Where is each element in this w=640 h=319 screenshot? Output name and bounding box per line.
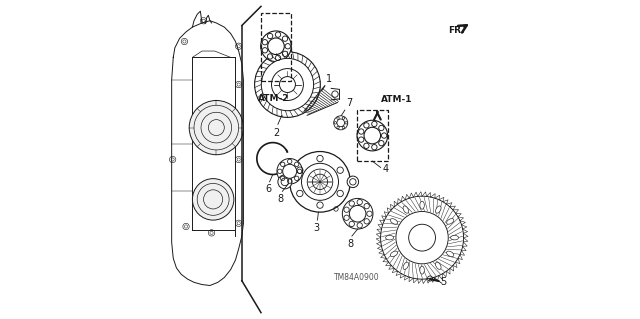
Text: 8: 8 [348,239,354,249]
Circle shape [342,198,373,229]
Circle shape [381,196,463,279]
Text: 6: 6 [265,184,271,194]
Circle shape [260,31,291,62]
Ellipse shape [390,219,397,224]
Ellipse shape [447,251,454,257]
Circle shape [347,176,358,188]
Bar [356,110,388,161]
Ellipse shape [420,201,424,209]
Circle shape [255,52,320,117]
Circle shape [268,38,284,55]
Ellipse shape [403,262,408,270]
Ellipse shape [386,235,394,240]
Text: 1: 1 [326,74,333,84]
Bar [261,13,291,81]
Text: 5: 5 [440,277,446,287]
Circle shape [271,69,303,100]
Circle shape [333,116,348,130]
Text: ATM-2: ATM-2 [258,94,289,103]
Circle shape [189,100,243,155]
Text: 2: 2 [273,128,279,137]
Ellipse shape [403,206,408,213]
Ellipse shape [420,266,424,274]
Text: ATM-1: ATM-1 [381,95,412,104]
Circle shape [409,224,435,251]
Text: FR.: FR. [448,26,465,35]
Ellipse shape [436,262,441,270]
Text: 7: 7 [346,99,353,108]
Ellipse shape [436,206,441,213]
Circle shape [337,119,344,127]
Ellipse shape [390,251,397,257]
Text: 3: 3 [314,223,320,233]
Circle shape [349,205,366,222]
Circle shape [278,175,292,189]
Circle shape [280,77,296,93]
Circle shape [301,163,339,200]
Ellipse shape [451,235,458,240]
Ellipse shape [447,219,454,224]
Circle shape [312,174,328,189]
Text: 4: 4 [383,164,388,174]
Circle shape [357,120,388,151]
Circle shape [396,211,448,264]
Text: TM84A0900: TM84A0900 [334,273,380,282]
Circle shape [277,159,303,184]
Circle shape [364,127,381,144]
Circle shape [283,164,297,178]
Circle shape [261,58,314,111]
Text: 8: 8 [277,194,283,204]
Circle shape [290,152,350,212]
Circle shape [193,179,234,220]
